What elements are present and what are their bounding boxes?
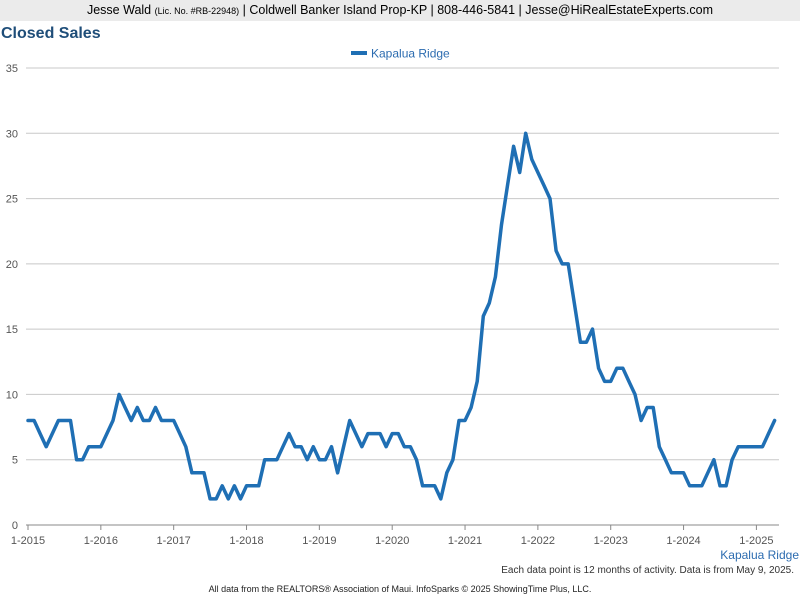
x-tick-label: 1-2017 [157,535,191,547]
y-tick-label: 0 [12,520,18,532]
x-tick-label: 1-2021 [448,535,482,547]
series-end-label: Kapalua Ridge [720,548,799,562]
agent-contact-banner: Jesse Wald (Lic. No. #RB-22948) | Coldwe… [0,0,800,21]
x-tick-label: 1-2019 [302,535,336,547]
series-line [26,131,777,501]
legend[interactable]: Kapalua Ridge [351,47,450,61]
y-tick-label: 20 [6,259,18,271]
agent-contact-details: | Coldwell Banker Island Prop-KP | 808-4… [242,3,713,17]
x-tick-label: 1-2025 [739,535,773,547]
axis-layer: 0 5 10 15 20 25 30 35 1-2015 1-2016 1-2017 1-2018 1-… [6,63,779,547]
x-tick-label: 1-2023 [594,535,628,547]
chart-title: Closed Sales [1,25,101,42]
x-tick-label: 1-2016 [84,535,118,547]
x-tick-label: 1-2020 [375,535,409,547]
legend-swatch [351,51,367,55]
y-tick-label: 15 [6,324,18,336]
x-tick-label: 1-2024 [666,535,700,547]
x-tick-label: 1-2015 [11,535,45,547]
copyright-footer: All data from the REALTORS® Association … [208,584,592,594]
x-tick-label: 1-2022 [521,535,555,547]
grid-layer [26,67,779,461]
y-tick-label: 35 [6,63,18,75]
series-layer: Kapalua Ridge [26,131,799,562]
y-tick-label: 10 [6,389,18,401]
agent-license: (Lic. No. #RB-22948) [154,6,240,16]
legend-label: Kapalua Ridge [371,47,450,61]
y-tick-label: 30 [6,128,18,140]
y-tick-label: 5 [12,455,18,467]
y-tick-label: 25 [6,194,18,206]
x-tick-label: 1-2018 [229,535,263,547]
agent-name: Jesse Wald [86,3,152,17]
data-footnote: Each data point is 12 months of activity… [501,565,794,576]
